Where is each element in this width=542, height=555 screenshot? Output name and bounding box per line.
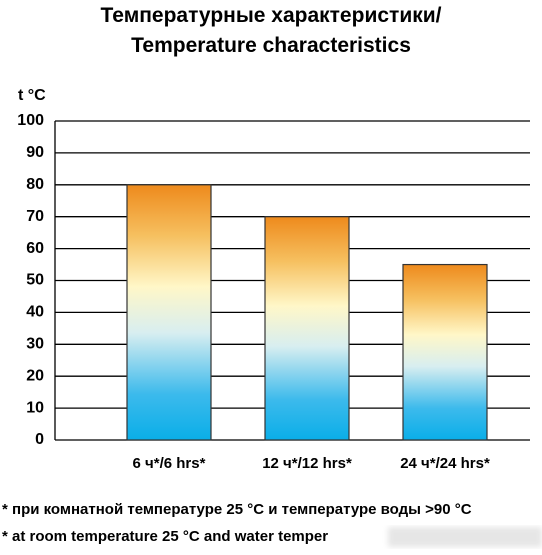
y-tick-label: 100 <box>17 112 44 129</box>
y-tick-label: 0 <box>35 431 44 448</box>
y-tick-label: 10 <box>26 399 44 416</box>
y-tick-label: 90 <box>26 144 44 161</box>
bar <box>402 263 488 441</box>
y-tick-label: 60 <box>26 240 44 257</box>
y-tick-label: 50 <box>26 272 44 289</box>
y-tick-label: 20 <box>26 367 44 384</box>
y-tick-label: 70 <box>26 208 44 225</box>
chart-title: Температурные характеристики/ <box>101 4 442 27</box>
y-tick-label: 40 <box>26 304 44 321</box>
blurred-overlay <box>388 527 542 547</box>
y-tick-label: 30 <box>26 336 44 353</box>
footnote: * при комнатной температуре 25 °С и темп… <box>2 501 472 518</box>
bar <box>126 184 212 441</box>
x-tick-label: 12 ч*/12 hrs* <box>262 455 352 472</box>
bar <box>264 216 350 441</box>
x-tick-label: 6 ч*/6 hrs* <box>133 455 206 472</box>
plot-area: 0 10 20 30 40 50 60 70 80 90 100 6 ч*/6 hrs* 12 ч*/1… <box>17 112 530 472</box>
y-axis-label: t °C <box>18 87 46 104</box>
footnote: * at room temperature 25 °С and water te… <box>2 528 328 545</box>
x-tick-label: 24 ч*/24 hrs* <box>400 455 490 472</box>
y-tick-label: 80 <box>26 176 44 193</box>
chart-title: Temperature characteristics <box>131 34 411 57</box>
